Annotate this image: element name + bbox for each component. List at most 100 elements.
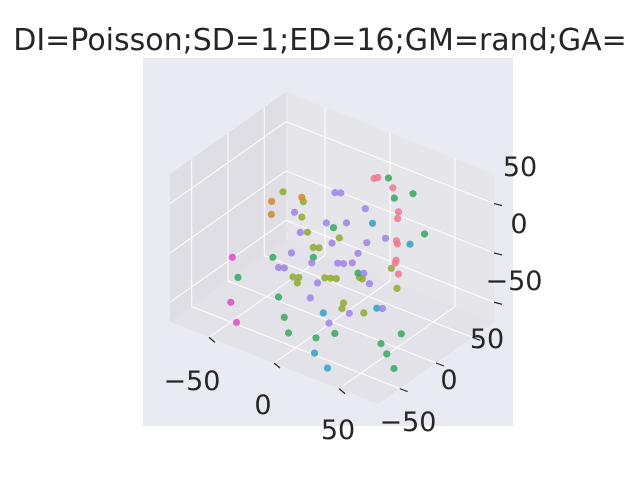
grid-lines <box>169 107 495 390</box>
point-s2-5 <box>315 244 323 252</box>
point-s6-0 <box>228 253 236 261</box>
point-s2-15 <box>339 299 348 307</box>
point-s2-9 <box>338 304 346 313</box>
point-s5-2 <box>342 219 351 227</box>
point-s5-13 <box>363 239 371 247</box>
point-s5-7 <box>313 279 322 287</box>
z-tick-label-0: 50 <box>503 152 537 183</box>
point-s3-11 <box>420 230 429 238</box>
point-s2-8 <box>332 275 340 283</box>
point-s2-19 <box>289 273 297 281</box>
point-s3-16 <box>284 329 293 337</box>
point-s5-0 <box>331 189 339 197</box>
point-s0-5 <box>393 240 401 248</box>
point-s5-11 <box>274 263 283 272</box>
point-s6-1 <box>227 298 235 306</box>
point-s2-6 <box>321 274 329 282</box>
point-s5-18 <box>296 228 304 236</box>
gridline-z-back-0 <box>285 219 495 303</box>
point-s2-12 <box>295 273 303 281</box>
point-s5-20 <box>290 208 299 216</box>
point-s0-7 <box>392 256 400 264</box>
point-s3-0 <box>269 253 277 261</box>
z-tick-mark-0 <box>493 301 503 305</box>
point-s5-16 <box>328 239 336 247</box>
point-s5-23 <box>325 319 333 327</box>
point-s5-9 <box>345 309 353 317</box>
z-tick-label-2: −50 <box>486 266 543 297</box>
z-tick-label-1: 0 <box>510 209 527 240</box>
x-tick-label-0: −50 <box>164 366 221 397</box>
point-s1-2 <box>267 210 275 218</box>
point-s0-1 <box>374 173 382 182</box>
chart-title: DI=Poisson;SD=1;ED=16;GM=rand;GA= <box>13 23 627 58</box>
point-s2-10 <box>358 275 366 283</box>
point-s5-3 <box>348 259 356 267</box>
point-s3-13 <box>309 253 317 261</box>
point-s2-17 <box>387 264 395 272</box>
gridline-z-side-2 <box>169 121 287 205</box>
point-s3-10 <box>354 269 362 277</box>
point-s4-0 <box>368 219 377 227</box>
point-s5-24 <box>287 249 296 257</box>
data-points <box>227 173 429 373</box>
point-s5-15 <box>361 205 369 213</box>
point-s1-1 <box>268 197 276 205</box>
point-s5-12 <box>365 280 374 288</box>
point-s4-3 <box>323 364 332 372</box>
point-s3-4 <box>331 329 339 337</box>
point-s3-7 <box>383 350 391 358</box>
point-s4-1 <box>373 304 381 312</box>
point-s3-15 <box>390 194 398 202</box>
x-tick-mark-0 <box>208 336 216 343</box>
y-tick-mark-1 <box>435 362 445 367</box>
point-s5-14 <box>322 219 330 227</box>
x-tick-mark-1 <box>273 362 281 369</box>
point-s3-8 <box>390 364 398 373</box>
y-tick-mark-2 <box>399 388 408 393</box>
point-s5-17 <box>381 234 390 242</box>
point-s5-6 <box>308 259 316 267</box>
point-s3-2 <box>280 313 288 321</box>
point-s2-7 <box>326 274 335 282</box>
point-s3-1 <box>274 293 283 301</box>
x-tick-mark-2 <box>338 388 346 395</box>
point-s5-5 <box>360 269 368 277</box>
tick-labels: −50 0 50 50 0 −50 50 0 −50 <box>164 152 543 446</box>
point-s4-2 <box>319 309 327 317</box>
point-s5-21 <box>378 304 387 313</box>
point-s3-6 <box>397 330 405 338</box>
point-s2-16 <box>293 279 301 287</box>
point-s5-22 <box>306 294 314 302</box>
y-tick-mark-0 <box>472 336 481 341</box>
point-s5-10 <box>280 264 288 272</box>
point-s2-0 <box>279 188 287 196</box>
gridline-z-side-1 <box>169 170 287 254</box>
point-s5-8 <box>339 260 348 268</box>
gridline-y-floor-2 <box>191 306 400 390</box>
gridline-z-back-1 <box>285 170 495 254</box>
point-s5-4 <box>354 249 362 257</box>
point-s0-8 <box>394 270 402 278</box>
point-s3-5 <box>377 340 385 348</box>
y-tick-label-2: −50 <box>380 407 437 438</box>
point-s2-4 <box>309 243 317 251</box>
point-s2-3 <box>303 228 312 236</box>
y-tick-label-1: 0 <box>440 365 457 396</box>
point-s4-5 <box>406 240 414 248</box>
point-s0-3 <box>394 208 403 216</box>
point-s3-3 <box>312 334 320 342</box>
point-s5-1 <box>337 189 345 197</box>
point-s3-12 <box>409 190 417 198</box>
point-s0-2 <box>389 184 397 192</box>
gridline-z-side-0 <box>169 219 287 303</box>
point-s5-19 <box>334 259 342 267</box>
point-s6-2 <box>232 318 241 326</box>
point-s4-4 <box>310 349 319 357</box>
y-tick-label-0: 50 <box>470 324 504 355</box>
point-s0-9 <box>394 215 402 223</box>
point-s3-9 <box>234 273 242 281</box>
point-s2-18 <box>393 284 401 292</box>
point-s2-2 <box>298 213 306 221</box>
